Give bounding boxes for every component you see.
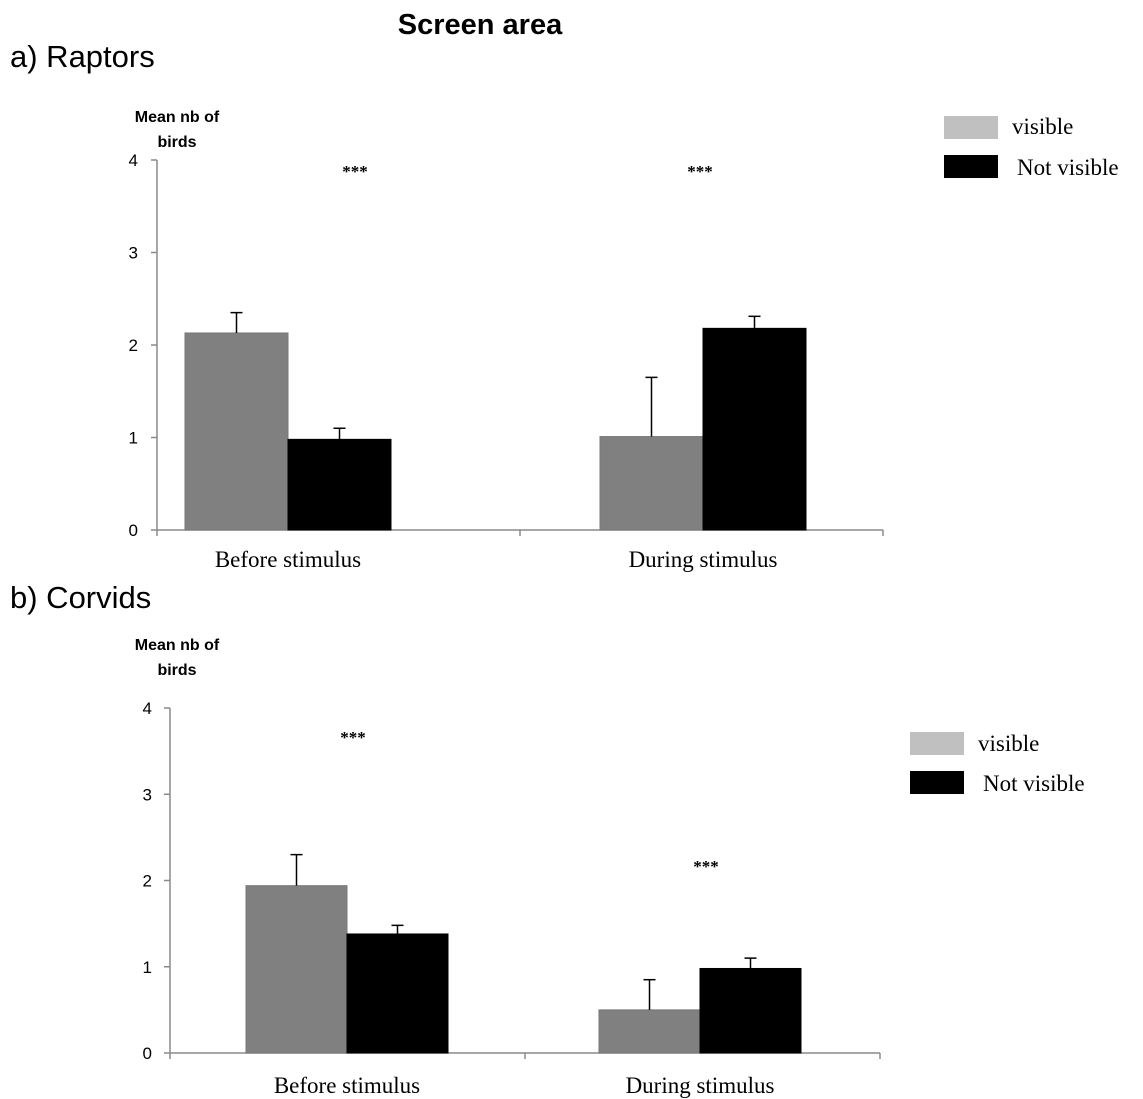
- y-tick-label: 0: [129, 521, 138, 540]
- y-tick-label: 1: [129, 429, 138, 448]
- legend: visible Not visible: [944, 114, 1119, 180]
- panel-corvids: b) Corvids Mean nb of birds 0 1 2 3 4 Before …: [10, 580, 1085, 1098]
- bar-visible: [599, 436, 704, 531]
- plot-area: 0 1 2 3 4 Before stimulus *** During stimulus **…: [129, 151, 884, 572]
- x-category-label: Before stimulus: [274, 1073, 420, 1098]
- legend-label-not-visible: Not visible: [1017, 155, 1119, 180]
- significance-annotation: ***: [687, 162, 713, 181]
- legend-swatch-not-visible: [944, 155, 998, 178]
- bar-not-visible: [346, 933, 449, 1054]
- y-axis-label: Mean nb of: [135, 637, 220, 654]
- y-axis-label: Mean nb of: [135, 109, 220, 126]
- legend-swatch-not-visible: [910, 771, 964, 794]
- y-tick-label: 2: [129, 336, 138, 355]
- bar-not-visible: [287, 438, 392, 531]
- significance-annotation: ***: [693, 857, 719, 876]
- y-tick-label: 4: [143, 699, 152, 718]
- legend-label-visible: visible: [978, 731, 1039, 756]
- x-category-label: Before stimulus: [215, 547, 361, 572]
- legend-swatch-visible: [944, 116, 998, 139]
- y-tick-label: 1: [143, 958, 152, 977]
- y-tick-label: 0: [143, 1044, 152, 1063]
- legend: visible Not visible: [910, 731, 1085, 796]
- bar-visible: [184, 332, 289, 531]
- bar-visible: [598, 1009, 701, 1054]
- significance-annotation: ***: [342, 162, 368, 181]
- y-tick-label: 3: [143, 785, 152, 804]
- y-axis-label-line2: birds: [157, 662, 196, 679]
- x-category-label: During stimulus: [626, 1073, 775, 1098]
- y-tick-label: 3: [129, 244, 138, 263]
- y-tick-label: 2: [143, 872, 152, 891]
- y-tick-label: 4: [129, 151, 138, 170]
- panel-raptors: a) Raptors Mean nb of birds 0 1 2 3 4 Before …: [10, 39, 1119, 572]
- panel-label: a) Raptors: [10, 39, 155, 74]
- panel-label: b) Corvids: [10, 580, 151, 615]
- bar-not-visible: [699, 967, 802, 1054]
- bar-visible: [245, 885, 348, 1054]
- plot-area: 0 1 2 3 4 Before stimulus *** During stimulus **…: [143, 699, 881, 1098]
- legend-swatch-visible: [910, 732, 964, 755]
- figure-title: Screen area: [398, 9, 563, 41]
- legend-label-not-visible: Not visible: [983, 771, 1085, 796]
- significance-annotation: ***: [340, 728, 366, 747]
- y-axis-label-line2: birds: [157, 134, 196, 151]
- x-category-label: During stimulus: [629, 547, 778, 572]
- bar-not-visible: [702, 327, 807, 531]
- legend-label-visible: visible: [1012, 114, 1073, 139]
